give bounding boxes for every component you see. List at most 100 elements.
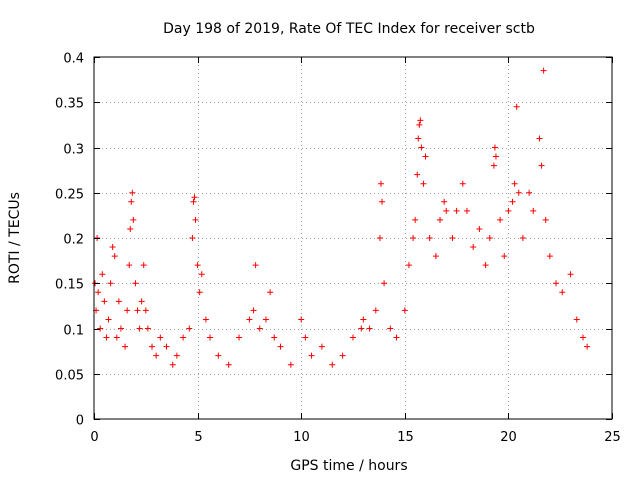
data-point [256,325,263,332]
x-tick-label: 0 [90,430,98,445]
data-point [553,280,560,287]
data-point [190,198,197,205]
data-point [144,325,151,332]
data-point [267,289,274,296]
data-point [559,289,566,296]
data-point [329,361,336,368]
data-point [584,343,591,350]
data-point [207,334,214,341]
data-point [115,298,122,305]
data-point [246,316,253,323]
data-point [546,253,553,260]
data-point [149,343,156,350]
data-point [140,262,147,269]
data-point [358,325,365,332]
y-tick-label: 0.05 [55,369,84,384]
y-axis-label: ROTI / TECUs [7,192,23,284]
x-tick-label: 10 [293,430,310,445]
data-point [509,198,516,205]
data-point [379,198,386,205]
y-tick-label: 0.2 [63,233,84,248]
data-point [381,280,388,287]
data-point [128,198,135,205]
data-point [441,198,448,205]
data-point [412,216,419,223]
data-point [491,144,498,151]
data-point [360,316,367,323]
x-tick-label: 15 [397,430,414,445]
data-point [113,334,120,341]
data-point [567,271,574,278]
data-point [401,307,408,314]
data-point [511,180,518,187]
data-point [163,343,170,350]
data-point [122,343,129,350]
data-point [482,262,489,269]
data-point [191,194,198,201]
y-tick-labels: 0 0.05 0.1 0.15 0.2 0.25 0.3 0.35 0.4 [55,52,84,429]
data-point [99,271,106,278]
data-point [432,253,439,260]
y-tick-label: 0 [76,414,84,429]
data-point [111,253,118,260]
data-point [196,289,203,296]
data-point [157,334,164,341]
data-point [101,298,108,305]
data-point [130,216,137,223]
data-point [416,121,423,128]
data-point [192,216,199,223]
data-point [459,180,466,187]
y-tick-label: 0.35 [55,97,84,112]
data-point [414,171,421,178]
data-point [250,307,257,314]
data-point [180,334,187,341]
data-point [169,361,176,368]
y-tick-label: 0.3 [63,143,84,158]
data-point [377,180,384,187]
data-point [236,334,243,341]
data-point [136,325,143,332]
data-point [287,361,294,368]
data-point [376,235,383,241]
y-tick-label: 0.25 [55,188,84,203]
data-point [443,207,450,214]
data-point [470,244,477,251]
data-point [153,352,160,359]
data-point [127,225,134,232]
data-point [173,352,180,359]
data-point [308,352,315,359]
data-point [513,103,520,110]
data-point [573,316,580,323]
data-point [138,298,145,305]
data-point [526,189,533,196]
data-point [109,244,116,251]
data-point [142,307,149,314]
data-point [497,216,504,223]
data-point [202,316,209,323]
data-point [542,216,549,223]
data-point [519,235,526,241]
data-point [476,225,483,232]
y-tick-label: 0.4 [63,52,84,67]
data-point [186,325,193,332]
data-point [540,67,547,74]
data-point [298,316,305,323]
data-point [417,117,424,124]
data-point [437,216,444,223]
data-point [126,262,133,269]
data-point [318,343,325,350]
data-point [262,316,269,323]
data-point [252,262,259,269]
data-points [92,67,591,368]
data-point [277,343,284,350]
data-point [103,334,110,341]
x-tick-label: 25 [604,430,621,445]
x-axis-label: GPS time / hours [290,458,407,474]
data-point [536,135,543,142]
data-point [124,307,131,314]
data-point [372,307,379,314]
data-point [117,325,124,332]
x-tick-label: 5 [194,430,202,445]
data-point [97,325,104,332]
data-point [422,153,429,160]
